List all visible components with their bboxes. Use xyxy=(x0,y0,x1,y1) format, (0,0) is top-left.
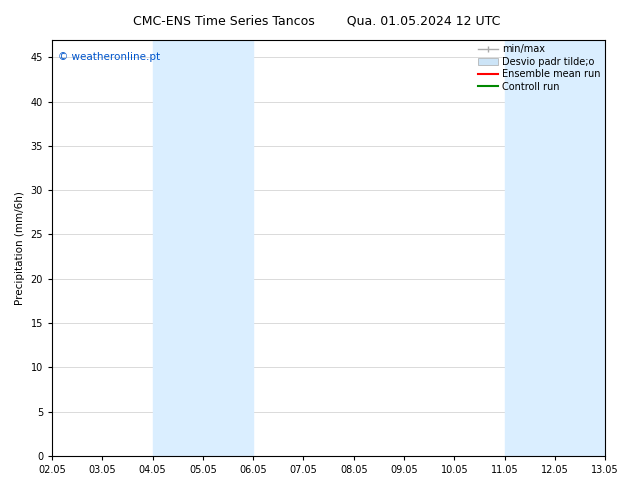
Bar xyxy=(505,40,605,456)
Bar xyxy=(153,40,253,456)
Legend: min/max, Desvio padr tilde;o, Ensemble mean run, Controll run: min/max, Desvio padr tilde;o, Ensemble m… xyxy=(476,42,603,95)
Text: CMC-ENS Time Series Tancos        Qua. 01.05.2024 12 UTC: CMC-ENS Time Series Tancos Qua. 01.05.20… xyxy=(133,15,501,28)
Y-axis label: Precipitation (mm/6h): Precipitation (mm/6h) xyxy=(15,191,25,305)
Text: © weatheronline.pt: © weatheronline.pt xyxy=(58,52,160,62)
